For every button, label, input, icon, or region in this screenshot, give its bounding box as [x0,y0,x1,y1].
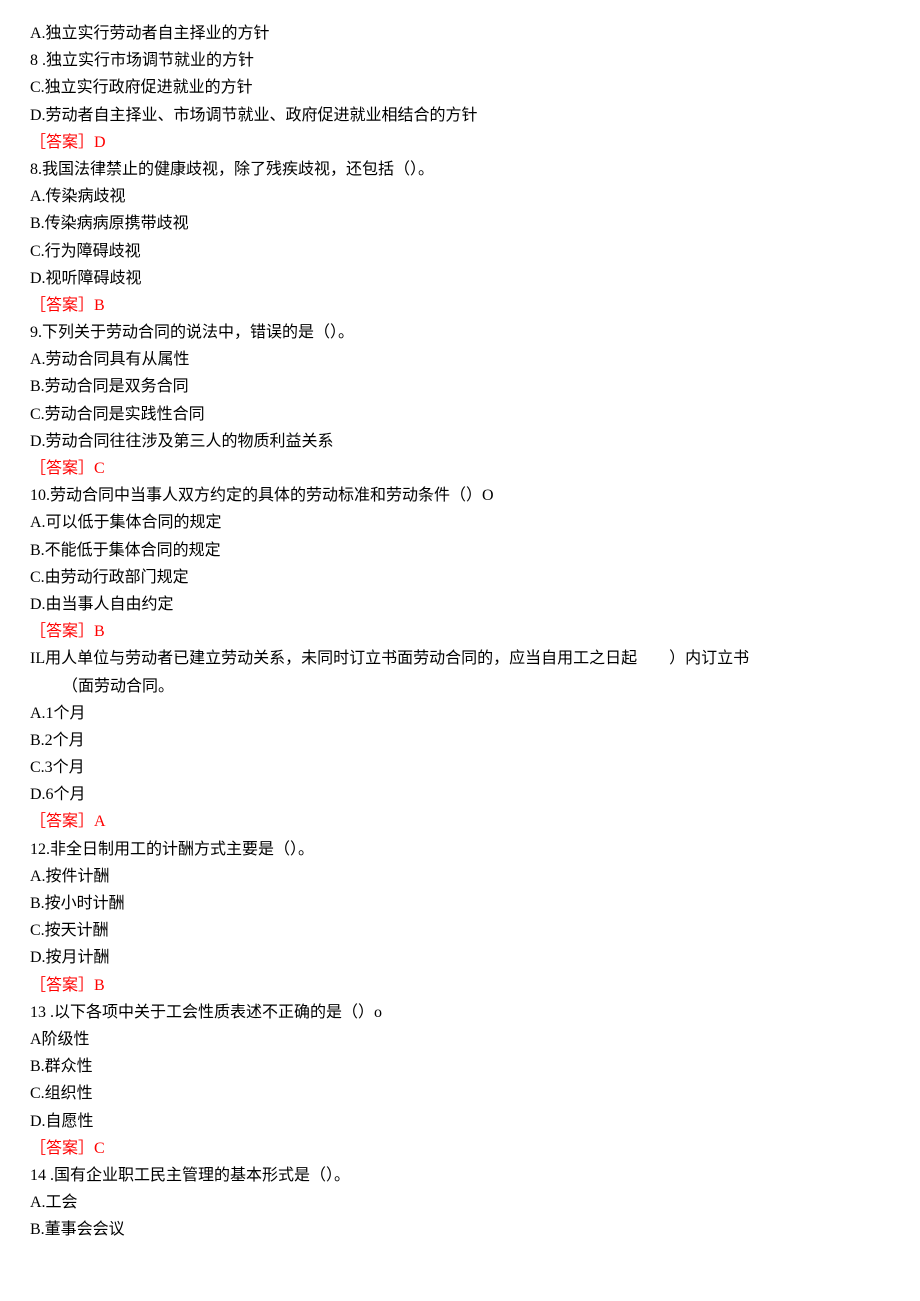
q8-stem: 8.我国法律禁止的健康歧视，除了残疾歧视，还包括（）。 [30,156,890,183]
q10-option-c: C.由劳动行政部门规定 [30,564,890,591]
q8-option-b: B.传染病病原携带歧视 [30,210,890,237]
q10-stem: 10.劳动合同中当事人双方约定的具体的劳动标准和劳动条件（）O [30,482,890,509]
q9-option-b: B.劳动合同是双务合同 [30,373,890,400]
q9-answer: ［答案］C [30,455,890,482]
q9-option-a: A.劳动合同具有从属性 [30,346,890,373]
q8-option-d: D.视听障碍歧视 [30,265,890,292]
q8-option-c: C.行为障碍歧视 [30,238,890,265]
q11-stem-line1: IL用人单位与劳动者已建立劳动关系，未同时订立书面劳动合同的，应当自用工之日起 … [30,645,890,672]
q13-option-d: D.自愿性 [30,1108,890,1135]
q7-option-b: 8 .独立实行市场调节就业的方针 [30,47,890,74]
q13-option-c: C.组织性 [30,1080,890,1107]
q12-option-c: C.按天计酬 [30,917,890,944]
q9-stem: 9.下列关于劳动合同的说法中，错误的是（）。 [30,319,890,346]
q12-stem: 12.非全日制用工的计酬方式主要是（）。 [30,836,890,863]
q11-option-a: A.1个月 [30,700,890,727]
q11-option-d: D.6个月 [30,781,890,808]
q14-stem: 14 .国有企业职工民主管理的基本形式是（）。 [30,1162,890,1189]
q11-option-b: B.2个月 [30,727,890,754]
q13-option-a: A阶级性 [30,1026,890,1053]
q7-option-a: A.独立实行劳动者自主择业的方针 [30,20,890,47]
q13-stem: 13 .以下各项中关于工会性质表述不正确的是（）o [30,999,890,1026]
q7-answer: ［答案］D [30,129,890,156]
q12-option-b: B.按小时计酬 [30,890,890,917]
q8-option-a: A.传染病歧视 [30,183,890,210]
q14-option-a: A.工会 [30,1189,890,1216]
q10-answer: ［答案］B [30,618,890,645]
q13-option-b: B.群众性 [30,1053,890,1080]
q12-option-d: D.按月计酬 [30,944,890,971]
q11-option-c: C.3个月 [30,754,890,781]
q7-option-c: C.独立实行政府促进就业的方针 [30,74,890,101]
q10-option-a: A.可以低于集体合同的规定 [30,509,890,536]
q12-answer: ［答案］B [30,972,890,999]
q12-option-a: A.按件计酬 [30,863,890,890]
q11-stem-line2: （面劳动合同。 [30,673,890,700]
q10-option-b: B.不能低于集体合同的规定 [30,537,890,564]
q8-answer: ［答案］B [30,292,890,319]
q11-answer: ［答案］A [30,808,890,835]
q9-option-c: C.劳动合同是实践性合同 [30,401,890,428]
q7-option-d: D.劳动者自主择业、市场调节就业、政府促进就业相结合的方针 [30,102,890,129]
q13-answer: ［答案］C [30,1135,890,1162]
q9-option-d: D.劳动合同往往涉及第三人的物质利益关系 [30,428,890,455]
q14-option-b: B.董事会会议 [30,1216,890,1243]
q10-option-d: D.由当事人自由约定 [30,591,890,618]
